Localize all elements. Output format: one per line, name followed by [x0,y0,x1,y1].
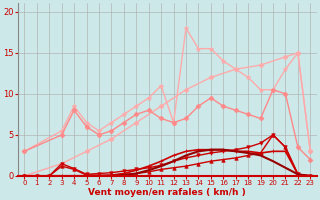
X-axis label: Vent moyen/en rafales ( km/h ): Vent moyen/en rafales ( km/h ) [88,188,246,197]
